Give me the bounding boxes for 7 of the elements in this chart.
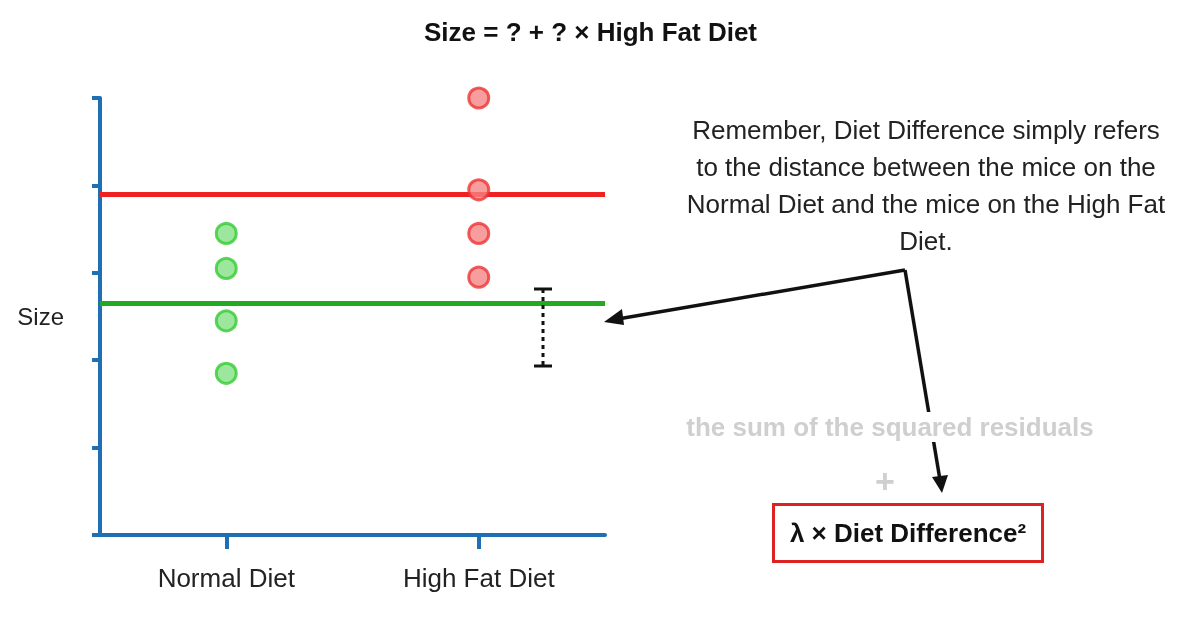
text: Remember, Diet Difference simply refers to the distance between the mice on the Normal Diet and the mice on the High Fat Diet.	[686, 115, 1166, 256]
text: λ × Diet Difference²	[789, 518, 1027, 548]
x-tick-label: High Fat Diet	[402, 563, 556, 593]
text: +	[875, 462, 895, 500]
y-axis-title: Size	[17, 303, 64, 330]
chart-title: Size = ? + ? × High Fat Diet	[423, 17, 758, 47]
x-tick-label: Normal Diet	[157, 563, 296, 593]
